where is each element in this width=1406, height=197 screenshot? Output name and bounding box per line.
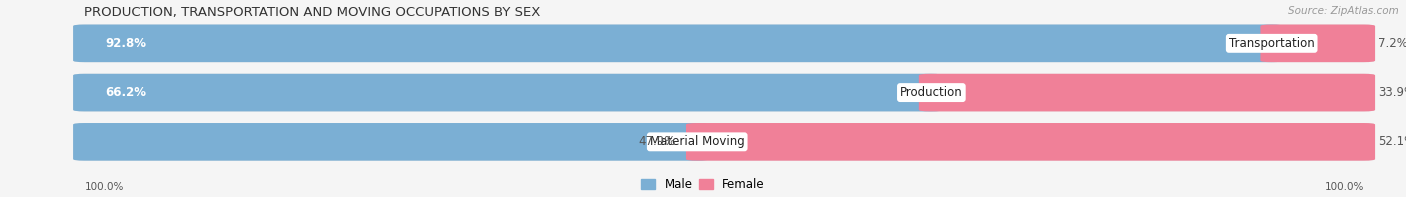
FancyBboxPatch shape (73, 74, 942, 112)
Text: 47.9%: 47.9% (638, 135, 676, 148)
Text: Material Moving: Material Moving (650, 135, 745, 148)
FancyBboxPatch shape (73, 123, 1375, 161)
Text: 52.1%: 52.1% (1378, 135, 1406, 148)
Text: 100.0%: 100.0% (1324, 182, 1364, 192)
Legend: Male, Female: Male, Female (641, 178, 765, 191)
FancyBboxPatch shape (73, 123, 709, 161)
Text: 92.8%: 92.8% (105, 37, 146, 50)
FancyBboxPatch shape (686, 123, 1375, 161)
FancyBboxPatch shape (73, 25, 1375, 62)
FancyBboxPatch shape (73, 25, 1282, 62)
Text: 66.2%: 66.2% (105, 86, 146, 99)
Text: Production: Production (900, 86, 963, 99)
Text: 7.2%: 7.2% (1378, 37, 1406, 50)
FancyBboxPatch shape (1260, 25, 1375, 62)
FancyBboxPatch shape (73, 74, 1375, 112)
Text: 100.0%: 100.0% (84, 182, 124, 192)
Text: PRODUCTION, TRANSPORTATION AND MOVING OCCUPATIONS BY SEX: PRODUCTION, TRANSPORTATION AND MOVING OC… (84, 6, 541, 19)
Text: 33.9%: 33.9% (1378, 86, 1406, 99)
FancyBboxPatch shape (920, 74, 1375, 112)
Text: Source: ZipAtlas.com: Source: ZipAtlas.com (1288, 6, 1399, 16)
Text: Transportation: Transportation (1229, 37, 1315, 50)
